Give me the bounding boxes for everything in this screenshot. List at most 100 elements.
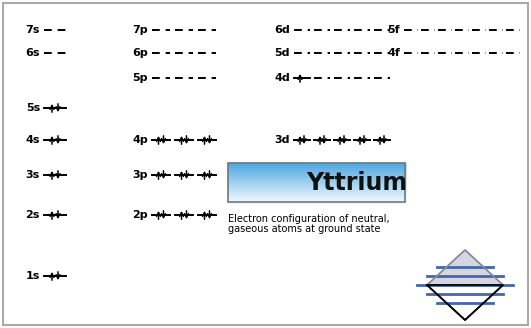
- Bar: [228, 194, 405, 195]
- Bar: [228, 191, 405, 192]
- Bar: [228, 199, 405, 200]
- Bar: [228, 171, 405, 172]
- Text: 4p: 4p: [132, 135, 148, 145]
- Bar: [228, 188, 405, 189]
- Bar: [228, 173, 405, 174]
- Bar: [228, 197, 405, 198]
- Bar: [228, 178, 405, 179]
- Text: 7p: 7p: [132, 25, 148, 35]
- Text: 4d: 4d: [274, 73, 290, 83]
- Bar: [228, 182, 405, 183]
- Bar: [228, 179, 405, 180]
- Bar: [228, 190, 405, 191]
- Bar: [228, 170, 405, 171]
- Bar: [228, 195, 405, 196]
- Bar: [228, 185, 405, 186]
- Bar: [228, 164, 405, 165]
- Bar: [228, 184, 405, 185]
- Bar: [228, 188, 405, 189]
- Bar: [228, 192, 405, 193]
- Bar: [228, 193, 405, 194]
- Bar: [228, 193, 405, 194]
- Text: Yttrium: Yttrium: [306, 171, 408, 195]
- Bar: [228, 192, 405, 193]
- Bar: [228, 183, 405, 184]
- Text: 2p: 2p: [132, 210, 148, 220]
- Bar: [228, 178, 405, 179]
- Text: 5f: 5f: [388, 25, 400, 35]
- Text: Electron configuration of neutral,: Electron configuration of neutral,: [228, 214, 390, 224]
- Bar: [228, 177, 405, 178]
- Bar: [228, 200, 405, 201]
- Text: 3p: 3p: [133, 170, 148, 180]
- Text: 4s: 4s: [25, 135, 40, 145]
- Text: 2s: 2s: [25, 210, 40, 220]
- Bar: [228, 177, 405, 178]
- Bar: [228, 183, 405, 184]
- Bar: [228, 201, 405, 202]
- Polygon shape: [427, 250, 503, 285]
- Bar: [228, 172, 405, 173]
- Bar: [228, 191, 405, 192]
- Bar: [228, 168, 405, 169]
- Bar: [228, 184, 405, 185]
- Bar: [228, 187, 405, 188]
- Bar: [228, 190, 405, 191]
- Polygon shape: [427, 285, 503, 320]
- Bar: [228, 198, 405, 199]
- Bar: [228, 179, 405, 180]
- Text: 3d: 3d: [275, 135, 290, 145]
- Bar: [228, 174, 405, 175]
- Bar: [228, 186, 405, 187]
- Bar: [228, 194, 405, 195]
- Text: 3s: 3s: [25, 170, 40, 180]
- Bar: [228, 181, 405, 182]
- Bar: [228, 174, 405, 175]
- Text: 5s: 5s: [25, 103, 40, 113]
- Text: 6d: 6d: [274, 25, 290, 35]
- Text: 1s: 1s: [25, 271, 40, 281]
- Bar: [228, 165, 405, 166]
- Text: 6p: 6p: [132, 48, 148, 58]
- Bar: [228, 201, 405, 202]
- Bar: [228, 171, 405, 172]
- Bar: [228, 175, 405, 176]
- Bar: [228, 197, 405, 198]
- Bar: [228, 198, 405, 199]
- Bar: [228, 167, 405, 168]
- Bar: [228, 176, 405, 177]
- Bar: [228, 170, 405, 171]
- Bar: [228, 195, 405, 196]
- Text: gaseous atoms at ground state: gaseous atoms at ground state: [228, 224, 381, 234]
- Bar: [228, 179, 405, 180]
- Bar: [228, 173, 405, 174]
- Bar: [228, 197, 405, 198]
- Bar: [228, 196, 405, 197]
- Text: 5p: 5p: [133, 73, 148, 83]
- Bar: [228, 189, 405, 190]
- Bar: [228, 164, 405, 165]
- Bar: [228, 180, 405, 181]
- Text: 7s: 7s: [25, 25, 40, 35]
- Bar: [228, 165, 405, 166]
- Bar: [228, 175, 405, 176]
- Text: 4f: 4f: [387, 48, 400, 58]
- Bar: [228, 185, 405, 186]
- Bar: [228, 176, 405, 177]
- Text: 6s: 6s: [25, 48, 40, 58]
- Bar: [228, 169, 405, 170]
- Bar: [228, 189, 405, 190]
- Bar: [228, 168, 405, 169]
- Bar: [228, 167, 405, 168]
- Bar: [228, 166, 405, 167]
- Bar: [228, 163, 405, 164]
- Bar: [228, 200, 405, 201]
- Bar: [228, 163, 405, 164]
- Bar: [228, 180, 405, 181]
- Bar: [228, 166, 405, 167]
- Bar: [228, 163, 405, 202]
- Bar: [228, 186, 405, 187]
- Bar: [228, 181, 405, 182]
- Bar: [228, 182, 405, 183]
- Text: 5d: 5d: [275, 48, 290, 58]
